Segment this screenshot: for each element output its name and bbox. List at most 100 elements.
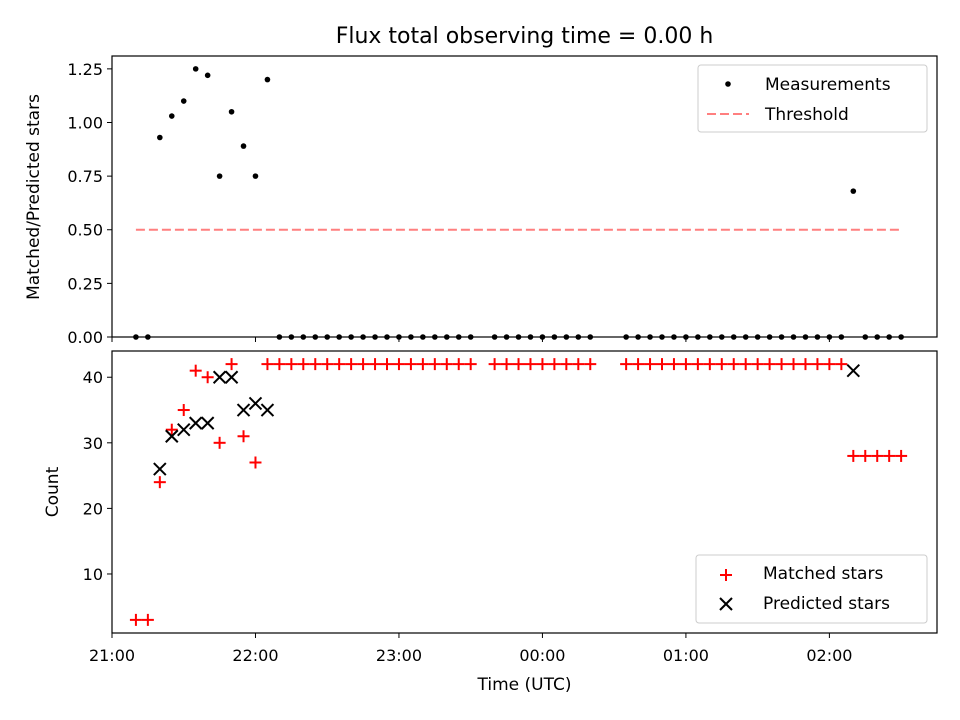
matched-star-point [333, 358, 346, 371]
predicted-star-point [177, 422, 191, 437]
x-stroke [236, 403, 251, 417]
matched-star-point [644, 358, 657, 371]
matched-star-point [727, 358, 740, 371]
bottom-legend-box [695, 554, 928, 624]
x-tick-label: 23:00 [376, 646, 422, 665]
x-stroke [846, 363, 861, 378]
matched-star-point [632, 358, 645, 371]
matched-star-point [823, 358, 836, 371]
top-legend-box [697, 64, 928, 133]
x-stroke [248, 396, 263, 411]
matched-star-point [835, 358, 848, 371]
matched-star-point [883, 449, 896, 462]
y-tick-label: 0.00 [67, 328, 103, 347]
bottom-y-axis: 10 20 30 40 [83, 368, 112, 584]
matched-star-point [656, 358, 668, 371]
matched-star-point [321, 358, 334, 371]
predicted-star-point [165, 429, 179, 443]
measurement-point [240, 143, 247, 149]
matched-star-point [381, 358, 393, 371]
top-y-axis-label: Matched/Predicted stars [24, 94, 44, 300]
matched-star-point [536, 358, 549, 371]
y-tick-label: 30 [83, 434, 103, 453]
measurement-point [168, 113, 175, 119]
matched-star-point [225, 358, 238, 371]
y-tick-label: 1.00 [67, 113, 103, 132]
predicted-star-point [188, 416, 203, 430]
matched-star-point [273, 358, 286, 371]
x-stroke [165, 429, 179, 443]
matched-star-point [751, 358, 764, 371]
matched-star-point [691, 358, 704, 371]
x-tick-label: 02:00 [806, 646, 852, 665]
matched-star-point [871, 449, 884, 462]
measurement-point [216, 173, 223, 179]
matched-star-point [548, 358, 561, 371]
matched-star-point [297, 358, 310, 371]
matched-star-point [584, 358, 597, 371]
matched-star-point [464, 358, 477, 371]
matched-star-point [859, 449, 872, 462]
y-tick-label: 0.50 [67, 221, 103, 240]
matched-star-point [129, 613, 142, 626]
matched-star-point [345, 358, 358, 371]
predicted-star-point [153, 462, 167, 476]
matched-star-point [787, 358, 800, 371]
x-stroke [153, 462, 167, 476]
x-tick-label: 00:00 [519, 646, 565, 665]
bottom-x-axis: 21:00 22:00 23:00 00:00 01:00 02:00 [89, 633, 852, 665]
x-tick-label: 22:00 [232, 646, 278, 665]
x-stroke [224, 370, 239, 384]
legend-threshold-label: Threshold [764, 105, 849, 125]
y-tick-label: 40 [83, 368, 103, 387]
matched-star-point [153, 476, 166, 489]
matched-star-point [404, 358, 417, 371]
legend-matched-marker [720, 569, 732, 581]
matched-star-point [512, 358, 525, 371]
matched-star-point [715, 358, 728, 371]
measurement-point [264, 76, 271, 83]
top-x-ticks [111, 337, 830, 342]
x-stroke [260, 403, 275, 417]
predicted-star-point [260, 403, 275, 417]
matched-star-point [620, 358, 633, 371]
x-stroke [177, 422, 191, 437]
matched-star-point [177, 404, 190, 417]
matched-star-point [667, 358, 680, 371]
matched-star-point [739, 358, 752, 371]
y-tick-label: 20 [83, 499, 103, 518]
measurement-point [180, 98, 187, 104]
matched-star-point [237, 430, 250, 443]
predicted-star-point [224, 370, 239, 384]
predicted-star-point [846, 363, 861, 378]
measurement-point [204, 72, 211, 79]
matched-star-point [572, 358, 585, 371]
measurement-point [192, 66, 199, 72]
measurement-point [157, 134, 163, 141]
matched-star-point [488, 358, 501, 371]
matched-star-point [560, 358, 573, 371]
matched-star-point [249, 456, 262, 469]
matched-star-point [811, 358, 824, 371]
matched-star-point [524, 358, 537, 371]
matched-star-point [895, 449, 908, 462]
matched-star-point [309, 358, 322, 371]
predicted-star-point [236, 403, 251, 417]
y-tick-label: 1.25 [67, 60, 103, 79]
matched-star-point [357, 358, 370, 371]
matched-star-point [285, 358, 298, 371]
matched-star-point [428, 358, 441, 371]
y-tick-label: 0.25 [67, 274, 103, 293]
bottom-x-axis-label: Time (UTC) [477, 675, 572, 695]
y-tick-label: 10 [83, 565, 103, 584]
matched-star-point [213, 436, 226, 449]
bottom-legend: Matched stars Predicted stars [695, 554, 928, 624]
legend-predicted-label: Predicted stars [763, 594, 890, 614]
matched-star-point [141, 613, 154, 626]
matched-star-point [763, 358, 776, 371]
legend-matched-label: Matched stars [763, 564, 883, 584]
legend-measurements-marker [725, 81, 731, 87]
bottom-plot-frame [111, 350, 938, 634]
matched-star-point [679, 358, 692, 371]
